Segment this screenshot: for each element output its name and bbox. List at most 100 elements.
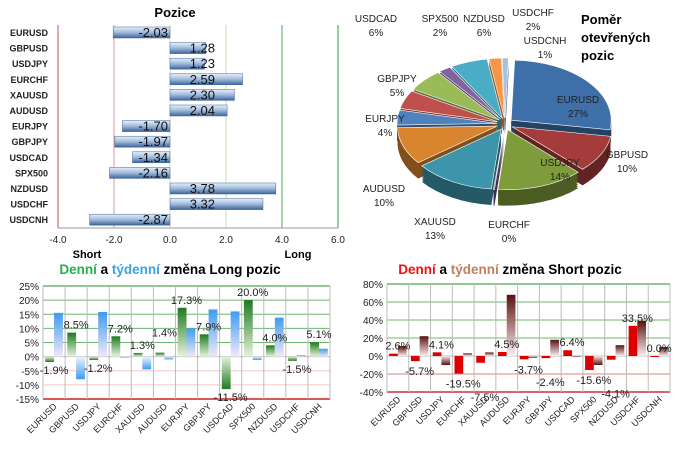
open-positions-pie: Poměr otevřených pozic EURUSD 27% GBPUSD 10… (355, 8, 651, 245)
daily-bar (432, 352, 442, 356)
title-rest: změna Long pozic (160, 262, 281, 277)
daily-bar (541, 356, 551, 359)
value-label: -1.97 (138, 134, 168, 149)
daily-bar (111, 336, 121, 357)
daily-bar (265, 345, 275, 357)
position-bar (112, 26, 171, 39)
pie-slice (497, 129, 579, 190)
category-label: EURCHF (11, 75, 49, 85)
position-bar (122, 120, 171, 132)
daily-bar (519, 356, 529, 360)
value-label: 1.28 (190, 41, 215, 56)
pie-value-label: 1% (538, 50, 553, 61)
weekly-bar (397, 346, 407, 356)
weekly-bar (274, 317, 284, 357)
title-weekly: týdenní (112, 262, 161, 277)
category-label: USDCHF (11, 200, 49, 210)
daily-value-label: 4.1% (429, 339, 454, 351)
category-label: GBPJPY (11, 137, 48, 147)
pie-value-label: 10% (374, 198, 394, 209)
daily-bar (389, 353, 398, 356)
daily-bar (650, 356, 660, 357)
pie-slice (501, 57, 509, 119)
pie-value-label: 14% (550, 172, 570, 183)
title-daily: Denní (59, 262, 98, 277)
daily-bar (606, 356, 616, 360)
pie-category-label: USDCAD (355, 14, 397, 25)
daily-value-label: -3.7% (514, 364, 543, 376)
weekly-bar (208, 309, 218, 357)
pie-slice (510, 59, 612, 131)
y-tick-label: 5% (25, 339, 40, 350)
daily-value-label: -4.1% (601, 389, 630, 401)
y-tick-label: 15% (19, 310, 39, 321)
value-label: -1.34 (138, 150, 168, 165)
daily-value-label: -11.5% (214, 392, 248, 404)
pie-category-label: EURJPY (365, 114, 405, 125)
x-tick-label: -2.0 (105, 235, 123, 246)
x-tick-label: -4.0 (49, 235, 67, 246)
weekly-bar (659, 347, 668, 356)
daily-value-label: 2.6% (385, 341, 410, 353)
weekly-bar (142, 356, 152, 370)
weekly-bar (54, 312, 63, 357)
title-weekly: týdenní (451, 262, 500, 277)
pie-slice (493, 129, 505, 190)
value-label: 3.32 (190, 197, 215, 212)
category-label: SPX500 (15, 168, 48, 178)
long-label: Long (285, 249, 312, 261)
x-tick-label: 2.0 (219, 235, 233, 246)
value-label: -2.16 (138, 165, 168, 180)
pie-category-label: USDCHF (512, 8, 554, 19)
category-label: USDCNH (9, 215, 48, 225)
position-bar (132, 151, 171, 164)
weekly-bar (593, 356, 603, 365)
value-label: -2.03 (138, 25, 168, 40)
y-tick-label: 20% (19, 296, 39, 307)
daily-bar (628, 325, 638, 356)
weekly-bar (484, 352, 494, 356)
pie-category-label: GBPUSD (606, 150, 648, 161)
position-bar (114, 135, 171, 148)
weekly-bar (296, 355, 306, 357)
weekly-bar (463, 353, 472, 356)
short-label: Short (73, 249, 102, 261)
position-bar (169, 198, 264, 210)
daily-bar (177, 307, 187, 357)
title-and: a (436, 262, 451, 277)
daily-value-label: -1.5% (283, 364, 312, 376)
daily-bar (221, 356, 231, 390)
position-bar (169, 182, 277, 195)
value-label: 2.30 (190, 87, 215, 102)
pie-slice (396, 109, 498, 126)
pie-slice (421, 128, 502, 190)
pie-category-label: USDCNH (524, 36, 567, 47)
daily-bar (67, 332, 77, 357)
short-change-chart: Denní a týdenní změna Short pozic 80% 60%… (360, 262, 672, 429)
pie-slice (438, 66, 501, 120)
value-label: 1.23 (190, 56, 215, 71)
weekly-bar (318, 348, 328, 357)
x-tick-label: 0.0 (163, 235, 177, 246)
daily-value-label: 20.0% (237, 287, 268, 299)
position-bar (169, 42, 207, 54)
daily-value-label: -19.5% (446, 379, 481, 391)
weekly-bar (186, 328, 196, 357)
weekly-bar (550, 339, 559, 356)
daily-bar (498, 351, 507, 356)
daily-bar (476, 356, 485, 363)
pie-value-label: 27% (568, 109, 588, 120)
x-tick-label: 4.0 (275, 235, 289, 246)
pie-category-label: USDJPY (540, 158, 580, 169)
pie-value-label: 10% (617, 164, 637, 175)
daily-bar (585, 356, 594, 371)
value-label: 3.78 (190, 181, 215, 196)
daily-bar (199, 334, 209, 357)
y-tick-label: -40% (360, 388, 383, 399)
category-label: GBPUSD (9, 44, 48, 54)
daily-value-label: 6.4% (559, 337, 584, 349)
daily-value-label: 4.5% (494, 339, 519, 351)
value-label: -1.70 (138, 119, 168, 134)
weekly-bar (528, 356, 538, 358)
